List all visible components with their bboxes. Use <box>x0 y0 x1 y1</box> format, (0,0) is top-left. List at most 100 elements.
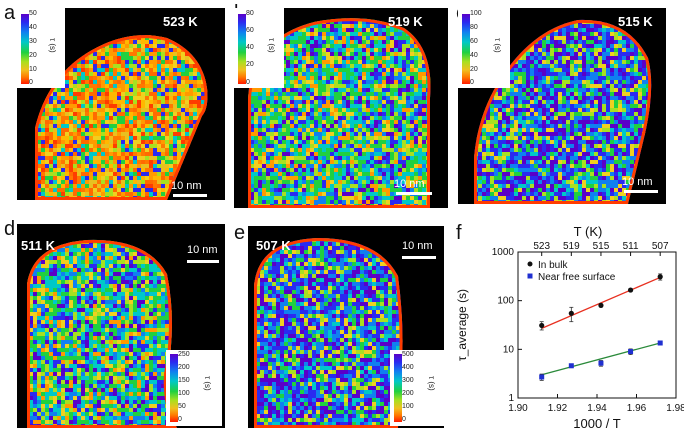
x-axis-title: 1000 / T <box>573 416 621 431</box>
y-tick-label-3: 1000 <box>492 247 515 258</box>
axis-ticks: 1.90 1.92 1.94 1.96 1.98 1 10 100 1000 <box>492 247 684 414</box>
y-tick-label-2: 100 <box>497 296 514 307</box>
point-bulk-2 <box>598 302 604 308</box>
arrhenius-plot: T (K) 523 519 515 511 507 1.90 1.92 1.94 1.96 1.… <box>455 224 684 431</box>
scale-bar-c <box>624 190 658 193</box>
scale-bar-a <box>173 194 207 197</box>
top-tick-label-3: 511 <box>623 241 639 252</box>
colorbar-tick-c-2: 60 <box>470 38 478 45</box>
map-panel-e: 507 K 10 nm <box>248 226 444 428</box>
colorbar-tick-b-0: 80 <box>246 10 254 17</box>
panel-letter-a: a <box>4 2 16 24</box>
colorbar-unit-b: τ (s) <box>267 38 276 53</box>
point-bulk-1 <box>568 310 574 316</box>
colorbar-unit-c: τ (s) <box>493 38 502 53</box>
point-surface-0 <box>539 374 545 380</box>
top-tick-label-2: 515 <box>593 241 610 252</box>
colorbar-unit-d: τ (s) <box>203 376 212 391</box>
point-surface-1 <box>568 363 574 369</box>
colorbar-tick-c-5: 0 <box>470 79 474 86</box>
temperature-label-d: 511 K <box>21 238 55 253</box>
colorbar-tick-c-0: 100 <box>470 10 482 17</box>
legend-marker-surface <box>527 273 533 279</box>
colorbar-tick-d-2: 150 <box>178 377 190 384</box>
colorbar-tick-a-3: 20 <box>29 52 37 59</box>
colorbar-gradient-c <box>462 14 470 84</box>
colorbar-tick-d-4: 50 <box>178 403 186 410</box>
colorbar-gradient-b <box>238 14 246 84</box>
x-tick-label-1: 1.92 <box>548 403 568 414</box>
scale-bar-b <box>396 192 432 195</box>
colorbar-gradient-a <box>21 14 29 84</box>
colorbar-tick-c-1: 80 <box>470 24 478 31</box>
top-axis-ticks: 523 519 515 511 507 <box>533 241 669 256</box>
colorbar-tick-d-1: 200 <box>178 364 190 371</box>
colorbar-box-a: 50 40 30 20 10 0 τ (s) <box>17 8 65 88</box>
legend: In bulk Near free surface <box>527 260 616 283</box>
x-tick-label-3: 1.96 <box>627 403 647 414</box>
colorbar-tick-b-4: 0 <box>246 79 250 86</box>
legend-label-bulk: In bulk <box>538 260 568 271</box>
point-surface-2 <box>598 360 604 366</box>
x-tick-label-4: 1.98 <box>666 403 684 414</box>
colorbar-tick-e-5: 0 <box>402 416 406 423</box>
point-bulk-3 <box>627 287 634 293</box>
colorbar-tick-a-5: 0 <box>29 79 33 86</box>
colorbar-tick-d-5: 0 <box>178 416 182 423</box>
y-tick-label-1: 10 <box>503 344 515 355</box>
panel-letter-d: d <box>4 218 16 240</box>
colorbar-tick-e-3: 200 <box>402 390 414 397</box>
point-bulk-0 <box>539 322 545 329</box>
point-bulk-4 <box>657 274 663 280</box>
colorbar-tick-b-1: 60 <box>246 27 254 34</box>
colorbar-box-b: 80 60 40 20 0 τ (s) <box>234 8 284 88</box>
colorbar-box-d: 250 200 150 100 50 0 τ (s) <box>166 350 222 426</box>
top-tick-label-0: 523 <box>533 241 550 252</box>
panel-letter-e: e <box>234 222 246 244</box>
temperature-label-e: 507 K <box>256 238 291 253</box>
temperature-label-b: 519 K <box>388 14 423 29</box>
colorbar-tick-c-4: 20 <box>470 66 478 73</box>
scale-bar-e <box>402 256 436 259</box>
colorbar-tick-a-0: 50 <box>29 10 37 17</box>
colorbar-tick-c-3: 40 <box>470 52 478 59</box>
colorbar-unit-e: τ (s) <box>427 376 436 391</box>
temperature-label-c: 515 K <box>618 14 653 29</box>
top-tick-label-4: 507 <box>652 241 669 252</box>
colorbar-tick-d-3: 100 <box>178 390 190 397</box>
tip-map-e <box>254 238 403 428</box>
scale-bar-label-c: 10 nm <box>622 176 653 188</box>
map-panel-a: 523 K 10 nm <box>17 8 225 200</box>
y-axis-title: τ_average (s) <box>455 289 469 361</box>
y-tick-label-0: 1 <box>508 393 514 404</box>
point-surface-4 <box>657 340 663 346</box>
colorbar-gradient-e <box>394 354 402 422</box>
colorbar-box-c: 100 80 60 40 20 0 τ (s) <box>458 8 510 88</box>
tip-map-d <box>27 239 177 428</box>
legend-marker-bulk <box>527 261 533 267</box>
colorbar-tick-e-4: 100 <box>402 403 414 410</box>
colorbar-tick-b-2: 40 <box>246 44 254 51</box>
colorbar-tick-e-1: 400 <box>402 364 414 371</box>
map-panel-b: 519 K 10 nm <box>234 8 448 208</box>
colorbar-tick-a-1: 40 <box>29 24 37 31</box>
colorbar-tick-e-0: 500 <box>402 351 414 358</box>
scale-bar-label-a: 10 nm <box>171 180 202 192</box>
x-tick-label-2: 1.94 <box>587 403 607 414</box>
colorbar-gradient-d <box>170 354 178 422</box>
point-surface-3 <box>628 349 634 355</box>
scale-bar-label-d: 10 nm <box>187 244 218 256</box>
colorbar-tick-d-0: 250 <box>178 351 190 358</box>
colorbar-tick-a-4: 10 <box>29 66 37 73</box>
colorbar-tick-e-2: 300 <box>402 377 414 384</box>
top-tick-label-1: 519 <box>563 241 580 252</box>
colorbar-tick-b-3: 20 <box>246 61 254 68</box>
legend-label-surface: Near free surface <box>538 272 616 283</box>
colorbar-unit-a: τ (s) <box>48 38 57 53</box>
colorbar-box-e: 500 400 300 200 100 0 τ (s) <box>390 350 444 426</box>
scale-bar-d <box>187 260 219 263</box>
x-tick-label-0: 1.90 <box>508 403 528 414</box>
colorbar-tick-a-2: 30 <box>29 38 37 45</box>
tip-map-a <box>35 35 208 200</box>
top-axis-title: T (K) <box>574 224 603 239</box>
